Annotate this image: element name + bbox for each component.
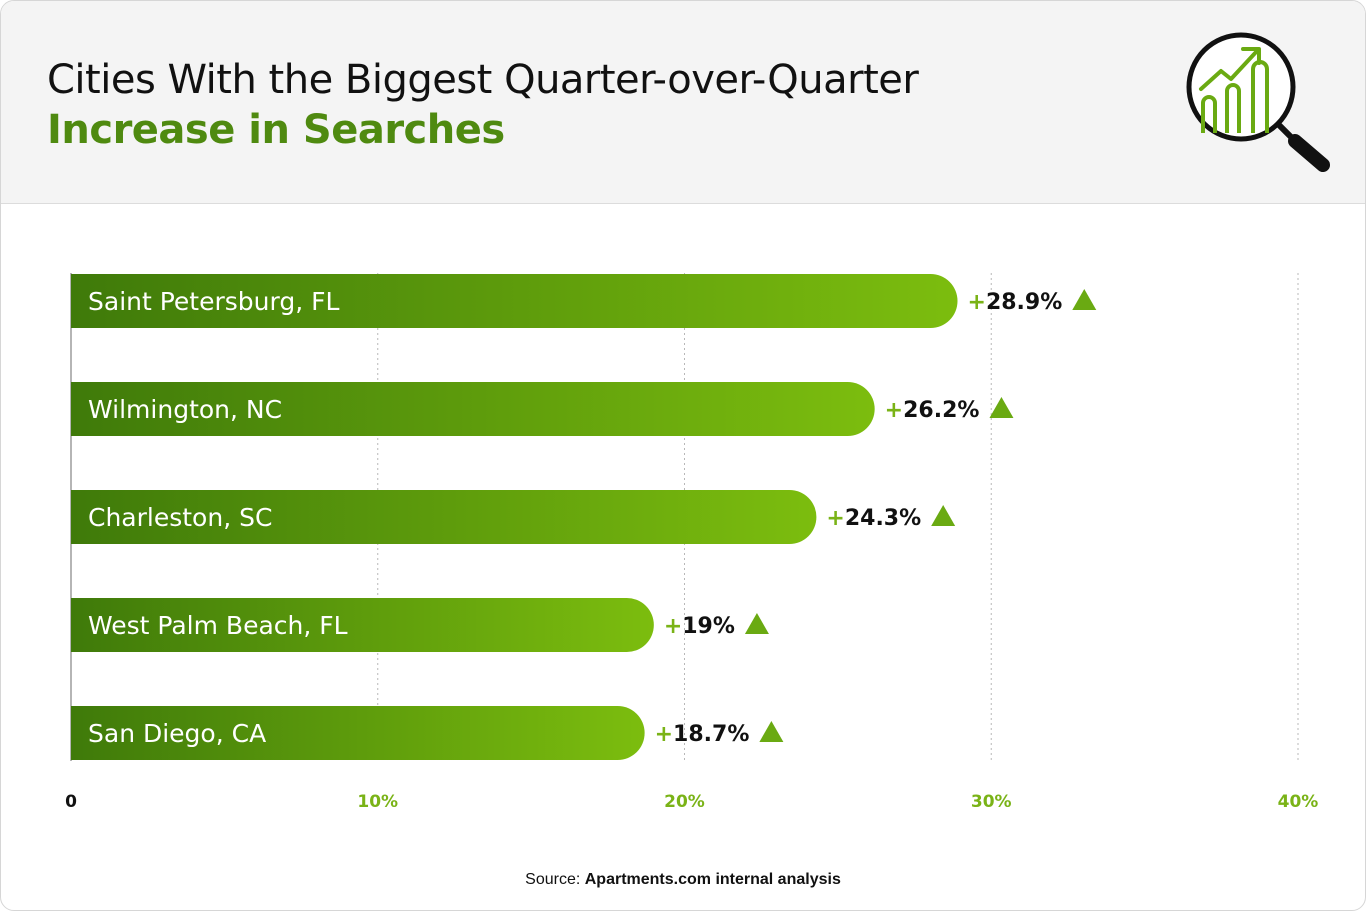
bar-chart: Saint Petersburg, FL +28.9% Wilmington, NC… [65, 273, 1319, 812]
bar-value-label: +24.3% [826, 506, 921, 531]
bar-category-label: Wilmington, NC [88, 395, 282, 424]
value-prefix: + [968, 290, 986, 315]
value-prefix: + [655, 722, 673, 747]
x-tick-label: 40% [1278, 792, 1319, 812]
x-tick-label: 20% [664, 792, 705, 812]
value-prefix: + [826, 506, 844, 531]
chart-title: Cities With the Biggest Quarter-over-Qua… [47, 57, 919, 103]
magnifier-chart-icon [1186, 32, 1330, 172]
value-number: 26.2% [903, 398, 979, 423]
up-triangle-icon [744, 613, 769, 634]
bar-category-label: West Palm Beach, FL [88, 611, 348, 640]
source-text: Apartments.com internal analysis [584, 871, 841, 888]
up-triangle-icon [989, 397, 1014, 418]
bar-value-label: +18.7% [655, 722, 750, 747]
value-prefix: + [885, 398, 903, 423]
source-note: Source: Apartments.com internal analysis [1, 871, 1365, 889]
bar [71, 274, 958, 328]
bar-value-label: +19% [664, 614, 735, 639]
up-triangle-icon [931, 505, 956, 526]
bar-value-label: +26.2% [885, 398, 980, 423]
bar [71, 706, 645, 760]
value-number: 28.9% [986, 290, 1062, 315]
bar [71, 490, 817, 544]
bar-category-label: Saint Petersburg, FL [88, 287, 339, 316]
bar-category-label: Charleston, SC [88, 503, 272, 532]
x-tick-label: 0 [65, 792, 77, 812]
bar-value-label: +28.9% [968, 290, 1063, 315]
value-number: 18.7% [673, 722, 749, 747]
value-number: 24.3% [845, 506, 921, 531]
header: Cities With the Biggest Quarter-over-Qua… [1, 1, 1365, 204]
x-tick-label: 10% [357, 792, 398, 812]
value-number: 19% [682, 614, 735, 639]
chart-subtitle: Increase in Searches [47, 107, 505, 153]
up-triangle-icon [1072, 289, 1097, 310]
source-label: Source: [525, 871, 581, 888]
x-tick-label: 30% [971, 792, 1012, 812]
bar [71, 382, 875, 436]
bar-category-label: San Diego, CA [88, 719, 266, 748]
bar [71, 598, 654, 652]
up-triangle-icon [759, 721, 784, 742]
value-prefix: + [664, 614, 682, 639]
